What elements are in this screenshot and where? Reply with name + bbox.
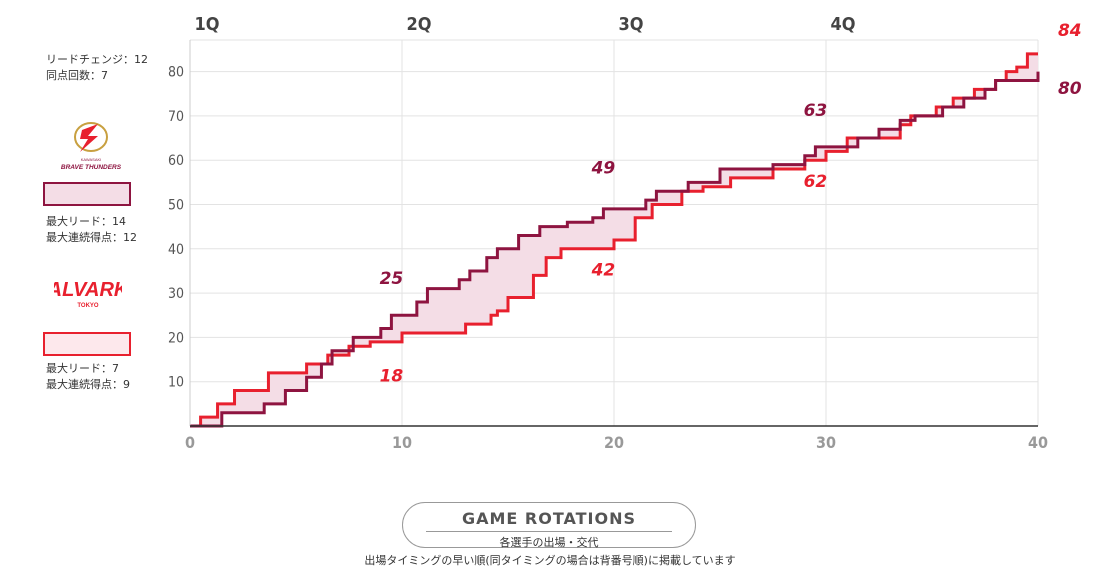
y-tick-label: 60: [168, 153, 184, 169]
alvark-logo-subtext: TOKYO: [77, 303, 99, 309]
alvark-score-label: 18: [380, 367, 404, 387]
alvark-max-lead: 最大リード：7: [46, 362, 119, 375]
y-tick-label: 40: [168, 242, 184, 258]
score-flow-chart: 10 20 30 40 50 60 70 80 0 10 20 30 40 1Q 2Q 3Q 4Q 25 18 49…: [168, 14, 1082, 452]
pill-divider: [426, 531, 672, 532]
x-tick-label: 0: [185, 433, 195, 452]
game-rotations-header: GAME ROTATIONS 各選手の出場・交代: [402, 502, 696, 549]
y-tick-label: 10: [168, 375, 184, 391]
y-tick-label: 80: [168, 65, 184, 81]
alvark-stats: 最大リード：7 最大連続得点：9: [46, 361, 130, 393]
alvark-score-label: 42: [591, 260, 616, 280]
thunders-stats: 最大リード：14 最大連続得点：12: [46, 214, 137, 246]
x-tick-label: 40: [1028, 433, 1048, 452]
chart-grid: [190, 39, 1039, 426]
thunders-score-label: 63: [804, 101, 828, 121]
quarter-label: 1Q: [194, 14, 219, 35]
svg-text:KAWASAKI: KAWASAKI: [81, 157, 102, 162]
x-tick-label: 20: [604, 433, 624, 452]
alvark-logo-text: ALVARK: [54, 279, 122, 301]
y-tick-label: 50: [168, 198, 184, 214]
thunderbolt-logo-icon: KAWASAKI BRAVE THUNDERS: [61, 122, 122, 171]
rotations-note: 出場タイミングの早い順(同タイミングの場合は背番号順)に掲載しています: [364, 554, 736, 567]
alvark-score-label: 84: [1058, 21, 1082, 41]
chart-axes: 10 20 30 40 50 60 70 80 0 10 20 30 40: [168, 40, 1048, 452]
y-tick-label: 70: [168, 109, 184, 125]
x-tick-label: 30: [816, 433, 836, 452]
thunders-legend-swatch: [43, 182, 131, 206]
thunders-score-label: 49: [591, 158, 616, 178]
quarter-label: 4Q: [830, 14, 855, 35]
game-rotations-title: GAME ROTATIONS: [461, 509, 637, 528]
game-stats: リードチェンジ：12 同点回数：7: [46, 52, 148, 84]
thunders-max-lead: 最大リード：14: [46, 215, 126, 228]
thunders-max-run: 最大連続得点：12: [46, 231, 137, 244]
lead-changes-stat: リードチェンジ：12: [46, 53, 148, 66]
y-tick-label: 30: [168, 286, 184, 302]
thunders-score-line: [190, 71, 1040, 428]
alvark-legend-swatch: [43, 332, 131, 356]
alvark-score-label: 62: [804, 172, 828, 192]
ties-stat: 同点回数：7: [46, 69, 108, 82]
alvark-max-run: 最大連続得点：9: [46, 378, 130, 391]
thunders-score-label: 80: [1058, 79, 1082, 99]
alvark-logo-icon: ALVARK TOKYO: [54, 279, 122, 309]
chart-labels: 1Q 2Q 3Q 4Q 25 18 49 42 63 62 84 80: [194, 14, 1081, 387]
game-rotations-subtitle: 各選手の出場・交代: [499, 536, 599, 549]
thunders-logo-text: BRAVE THUNDERS: [61, 164, 122, 171]
thunders-score-label: 25: [380, 269, 404, 289]
score-series: [190, 52, 1040, 428]
y-tick-label: 20: [168, 330, 184, 346]
x-tick-label: 10: [392, 433, 412, 452]
quarter-label: 3Q: [618, 14, 643, 35]
quarter-label: 2Q: [406, 14, 431, 35]
